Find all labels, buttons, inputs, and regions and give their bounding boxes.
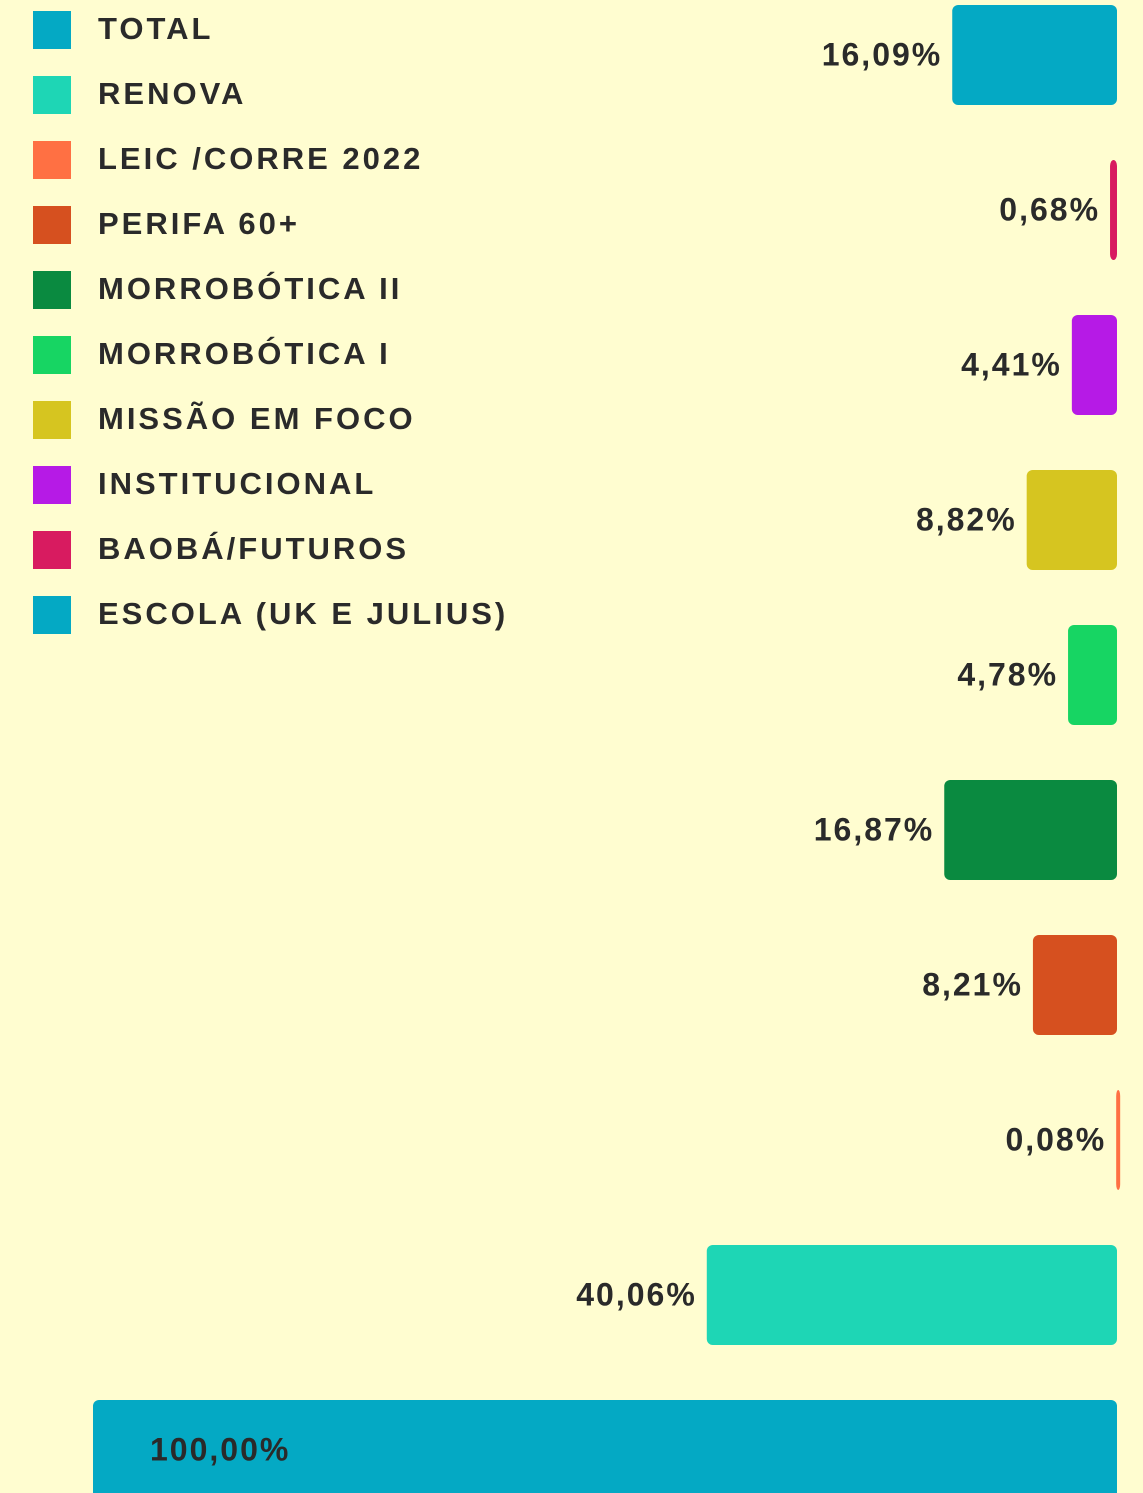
value-label: 40,06% [576, 1276, 697, 1312]
legend-swatch [33, 271, 71, 309]
bar [944, 780, 1117, 880]
value-label: 8,82% [916, 501, 1017, 537]
legend-swatch [33, 206, 71, 244]
legend-label: MORROBÓTICA I [98, 335, 391, 371]
bar [1032, 935, 1117, 1035]
bar [1071, 315, 1117, 415]
legend-swatch [33, 76, 71, 114]
value-label: 100,00% [150, 1431, 290, 1467]
value-label: 4,41% [961, 346, 1062, 382]
value-label: 0,08% [1005, 1121, 1106, 1157]
legend-label: MISSÃO EM FOCO [98, 401, 416, 436]
legend-label: TOTAL [98, 11, 213, 46]
legend-label: MORROBÓTICA II [98, 270, 402, 306]
legend-swatch [33, 531, 71, 569]
legend-swatch [33, 336, 71, 374]
value-label: 16,09% [822, 36, 943, 72]
value-label: 0,68% [999, 191, 1100, 227]
value-label: 8,21% [922, 966, 1023, 1002]
legend-swatch [33, 466, 71, 504]
legend-label: ESCOLA (UK E JULIUS) [98, 596, 508, 631]
legend-label: LEIC /CORRE 2022 [98, 141, 423, 176]
legend-label: PERIFA 60+ [98, 206, 300, 241]
bar [706, 1245, 1117, 1345]
bar [1068, 625, 1117, 725]
legend-swatch [33, 401, 71, 439]
legend-label: RENOVA [98, 76, 246, 111]
bar [1026, 470, 1117, 570]
legend-swatch [33, 596, 71, 634]
bar [952, 5, 1117, 105]
legend-swatch [33, 11, 71, 49]
legend-label: INSTITUCIONAL [98, 466, 376, 501]
bar [93, 1400, 1117, 1493]
legend-label: BAOBÁ/FUTUROS [98, 531, 409, 566]
legend-swatch [33, 141, 71, 179]
bar [1116, 1090, 1121, 1190]
bar [1110, 160, 1117, 260]
value-label: 16,87% [814, 811, 935, 847]
value-label: 4,78% [957, 656, 1058, 692]
